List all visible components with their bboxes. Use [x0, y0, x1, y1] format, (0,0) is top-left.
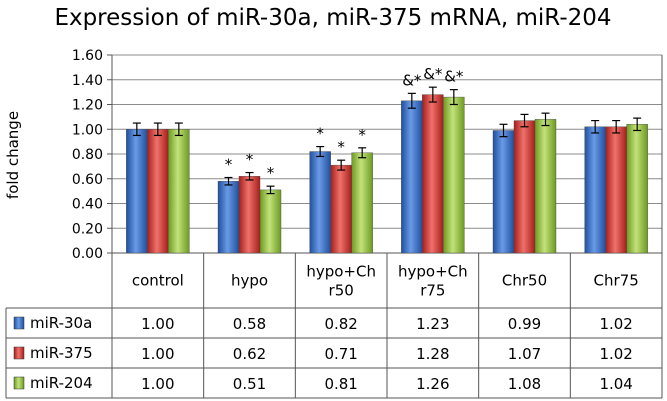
y-tick-label: 0.80 [72, 147, 103, 163]
y-tick-label: 1.60 [72, 48, 103, 64]
significance-mark: * [246, 151, 254, 169]
significance-mark: &* [402, 71, 422, 89]
y-tick-label: 1.40 [72, 73, 103, 89]
table-cell-value: 0.71 [324, 345, 357, 363]
table-cell-value: 1.23 [416, 315, 449, 333]
legend-label: miR-30a [30, 314, 92, 332]
bar [351, 152, 373, 254]
bar [626, 124, 648, 254]
table-cell-value: 1.08 [508, 375, 541, 393]
y-tick-label: 0.60 [72, 172, 103, 188]
legend-label: miR-204 [30, 374, 93, 392]
table-cell-value: 0.99 [508, 315, 541, 333]
table-cell-value: 1.07 [508, 345, 541, 363]
chart-title: Expression of miR-30a, miR-375 mRNA, miR… [54, 5, 611, 31]
x-category-label: hypo+Ch [306, 263, 376, 281]
significance-mark: &* [444, 68, 464, 86]
bar [309, 151, 331, 254]
table-cell-value: 1.00 [141, 375, 174, 393]
y-axis-ticks: 0.00 0.20 0.40 0.60 0.80 1.00 1.20 1.40 1.60 [72, 48, 112, 262]
table-cell-value: 1.02 [599, 345, 632, 363]
table-cell-value: 0.81 [324, 375, 357, 393]
x-category-label: r75 [420, 282, 445, 300]
x-category-label: hypo+Ch [398, 263, 468, 281]
table-cell-value: 1.00 [141, 345, 174, 363]
y-tick-label: 0.00 [72, 246, 103, 262]
error-bars [132, 86, 642, 195]
bars [126, 94, 648, 254]
table-cell-value: 0.58 [233, 315, 266, 333]
bar [401, 100, 423, 254]
y-tick-label: 0.40 [72, 197, 103, 213]
bar [422, 94, 444, 254]
significance-mark: * [316, 125, 324, 143]
significance-mark: * [337, 138, 345, 156]
legend-label: miR-375 [30, 344, 93, 362]
bar [330, 164, 352, 254]
x-category-label: r50 [329, 282, 354, 300]
table-cell-value: 0.62 [233, 345, 266, 363]
y-axis-label: fold change [4, 111, 22, 199]
significance-mark: * [225, 156, 233, 174]
significance-mark: * [267, 164, 275, 182]
table-cell-value: 0.51 [233, 375, 266, 393]
x-category-label: Chr75 [594, 272, 639, 290]
bar [605, 126, 627, 254]
gridlines [112, 54, 662, 254]
bar [492, 130, 515, 254]
bar [513, 120, 536, 254]
legend-swatch [13, 346, 25, 360]
significance-marks: * * &* * * &* * * &* [225, 65, 464, 182]
y-tick-label: 0.20 [72, 221, 103, 237]
x-category-label: control [132, 272, 184, 290]
x-category-label: hypo [231, 272, 268, 290]
bar [126, 129, 148, 254]
bar [217, 181, 240, 254]
bar [238, 176, 261, 254]
significance-mark: * [358, 126, 366, 144]
legend-swatch [13, 316, 25, 330]
bar [534, 119, 557, 254]
y-tick-label: 1.20 [72, 98, 103, 114]
table-cell-value: 1.28 [416, 345, 449, 363]
legend-swatch [13, 376, 25, 390]
bar [259, 189, 282, 254]
y-tick-label: 1.00 [72, 122, 103, 138]
table-cell-value: 1.04 [599, 375, 632, 393]
table-cell-value: 1.02 [599, 315, 632, 333]
bar [584, 126, 606, 254]
table-cell-value: 1.26 [416, 375, 449, 393]
table-cell-value: 0.82 [324, 315, 357, 333]
bar [147, 129, 169, 254]
significance-mark: &* [423, 65, 443, 83]
bar [443, 96, 465, 254]
bar [168, 129, 190, 254]
table-cell-value: 1.00 [141, 315, 174, 333]
x-category-label: Chr50 [502, 272, 547, 290]
